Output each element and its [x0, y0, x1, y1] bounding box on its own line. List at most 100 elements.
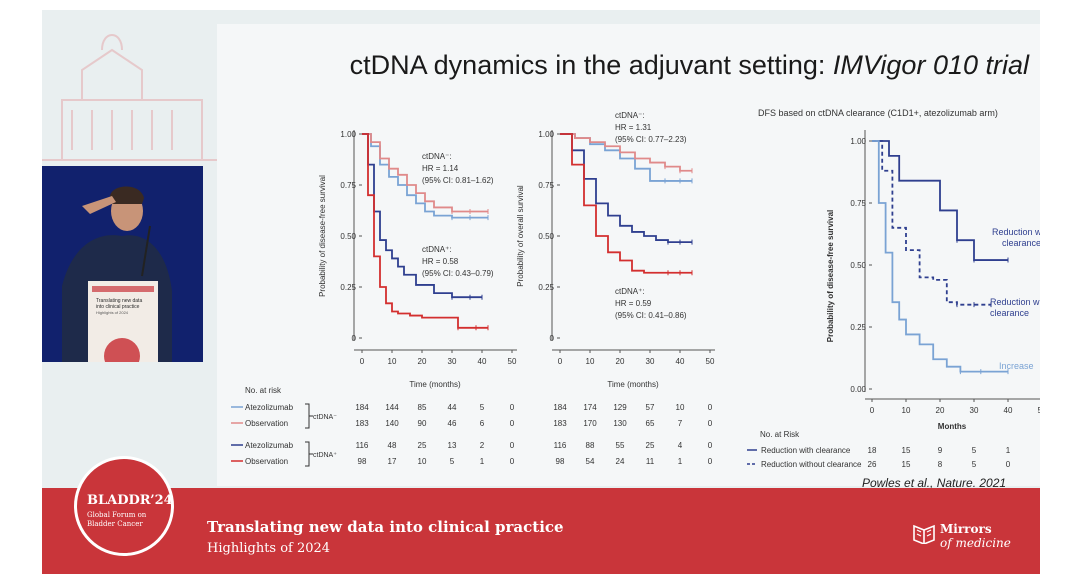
risk-cell-dfs: 25 — [418, 441, 427, 450]
risk-cell-dfs: 6 — [480, 419, 485, 428]
risk-cell-dfs: 5 — [450, 457, 455, 466]
mirrors-of-medicine-logo: Mirrors of medicine — [912, 522, 1011, 550]
risk-cell-os: 10 — [676, 403, 685, 412]
risk-cell-os: 24 — [616, 457, 625, 466]
os-chart: Probability of overall survival 1.00 0.75… — [516, 111, 715, 389]
risk-cell-os: 88 — [586, 441, 595, 450]
os-series-3 — [560, 133, 692, 244]
risk-cell-os: 98 — [556, 457, 565, 466]
risk-cell-os: 184 — [553, 403, 567, 412]
risk-group-pos: ctDNA⁺ — [313, 452, 337, 459]
clearance-xtick-label: 0 — [870, 406, 875, 415]
clearance-risk-cell: 18 — [868, 446, 877, 455]
banner-text: Translating new data into clinical pract… — [207, 518, 564, 556]
clearance-xtick-label: 30 — [970, 406, 979, 415]
risk-cell-dfs: 140 — [385, 419, 399, 428]
risk-table: No. at risk Atezolizumab Observation Ate… — [231, 386, 713, 467]
os-xtick-label: 50 — [706, 357, 715, 366]
dfs-series-4 — [362, 133, 488, 329]
risk-cell-dfs: 1 — [480, 457, 485, 466]
risk-cell-dfs: 44 — [448, 403, 457, 412]
clearance-ytick-label: 0.25 — [850, 323, 866, 332]
dfs-ytick-label: 0 — [352, 334, 357, 343]
os-neg-annot-2: HR = 1.31 — [615, 123, 652, 132]
risk-cell-os: 65 — [646, 419, 655, 428]
badge-sub-2: Bladder Cancer — [87, 520, 143, 528]
clearance-risk-cell: 0 — [1006, 460, 1011, 469]
dfs-neg-annot-3: (95% CI: 0.81–1.62) — [422, 176, 494, 185]
dfs-chart: Probability of disease-free survival 1.0… — [318, 130, 517, 389]
clearance-chart-title: DFS based on ctDNA clearance (C1D1+, ate… — [758, 108, 998, 118]
os-ytick-label: 0.50 — [538, 232, 554, 241]
risk-row-label-3: Atezolizumab — [245, 441, 294, 450]
os-xtick-label: 10 — [586, 357, 595, 366]
risk-table-header: No. at risk — [245, 386, 282, 395]
dfs-ytick-label: 1.00 — [340, 130, 356, 139]
os-neg-annot-1: ctDNA⁻: — [615, 111, 645, 120]
title-main: ctDNA dynamics in the adjuvant setting: — [349, 50, 826, 80]
os-xtick-label: 20 — [616, 357, 625, 366]
os-xtick-label: 30 — [646, 357, 655, 366]
clearance-xtick-label: 50 — [1038, 406, 1040, 415]
dfs-ytick-label: 0.25 — [340, 283, 356, 292]
book-icon — [913, 524, 935, 545]
speaker-video: Translating new data into clinical pract… — [42, 166, 203, 362]
risk-cell-os: 0 — [708, 419, 713, 428]
slide-title: ctDNA dynamics in the adjuvant setting: … — [217, 50, 1029, 81]
risk-cell-os: 54 — [586, 457, 595, 466]
risk-cell-os: 170 — [583, 419, 597, 428]
clearance-label-1b: clearance — [1002, 238, 1040, 248]
dfs-neg-annot-2: HR = 1.14 — [422, 164, 459, 173]
clearance-ytick-label: 0.00 — [850, 385, 866, 394]
os-ytick-label: 0.75 — [538, 181, 554, 190]
clearance-risk-cell: 15 — [902, 460, 911, 469]
os-pos-annot-1: ctDNA⁺: — [615, 287, 645, 296]
charts-area: Probability of disease-free survival 1.0… — [231, 108, 1040, 469]
risk-cell-os: 0 — [708, 403, 713, 412]
risk-cell-os: 174 — [583, 403, 597, 412]
risk-cell-dfs: 85 — [418, 403, 427, 412]
os-ytick-label: 1.00 — [538, 130, 554, 139]
clearance-xtick-label: 10 — [902, 406, 911, 415]
dfs-pos-annot-2: HR = 0.58 — [422, 257, 459, 266]
risk-cell-os: 11 — [646, 457, 655, 466]
risk-cell-dfs: 13 — [448, 441, 457, 450]
clearance-series-1 — [872, 140, 1008, 261]
risk-cell-dfs: 2 — [480, 441, 485, 450]
risk-bracket-neg — [305, 403, 313, 429]
risk-cell-os: 130 — [613, 419, 627, 428]
os-neg-annot-3: (95% CI: 0.77–2.23) — [615, 135, 687, 144]
clearance-label-2b: clearance — [990, 308, 1029, 318]
risk-cell-os: 1 — [678, 457, 683, 466]
risk-cell-dfs: 98 — [358, 457, 367, 466]
os-series-4 — [560, 133, 692, 274]
risk-cell-dfs: 90 — [418, 419, 427, 428]
risk-cell-os: 0 — [708, 441, 713, 450]
risk-group-neg: ctDNA⁻ — [313, 414, 337, 421]
dfs-series-2 — [362, 133, 488, 213]
risk-cell-os: 55 — [616, 441, 625, 450]
risk-cell-dfs: 46 — [448, 419, 457, 428]
risk-cell-os: 7 — [678, 419, 683, 428]
risk-cell-os: 183 — [553, 419, 567, 428]
badge-title: BLADDR’24 — [87, 493, 173, 508]
presentation-frame: Translating new data into clinical pract… — [42, 10, 1040, 574]
citation: Powles et al., Nature. 2021 — [862, 476, 1007, 490]
dfs-y-axis-label: Probability of disease-free survival — [318, 175, 327, 297]
dfs-ytick-label: 0.75 — [340, 181, 356, 190]
os-pos-annot-3: (95% CI: 0.41–0.86) — [615, 311, 687, 320]
risk-cell-dfs: 183 — [355, 419, 369, 428]
badge-subtitle: Global Forum on Bladder Cancer — [87, 511, 146, 529]
dfs-xtick-label: 40 — [478, 357, 487, 366]
risk-cell-os: 129 — [613, 403, 627, 412]
risk-cell-dfs: 0 — [510, 403, 515, 412]
clearance-label-increase: Increase — [999, 361, 1034, 371]
dfs-xtick-label: 50 — [508, 357, 517, 366]
podium-line-3: Highlights of 2024 — [96, 310, 129, 315]
badge-sub-1: Global Forum on — [87, 511, 147, 519]
risk-cell-dfs: 10 — [418, 457, 427, 466]
logo-line-2-text: of medicine — [940, 536, 1011, 550]
risk-cell-os: 25 — [646, 441, 655, 450]
dfs-x-axis-label: Time (months) — [409, 380, 461, 389]
clearance-risk-cell: 15 — [902, 446, 911, 455]
